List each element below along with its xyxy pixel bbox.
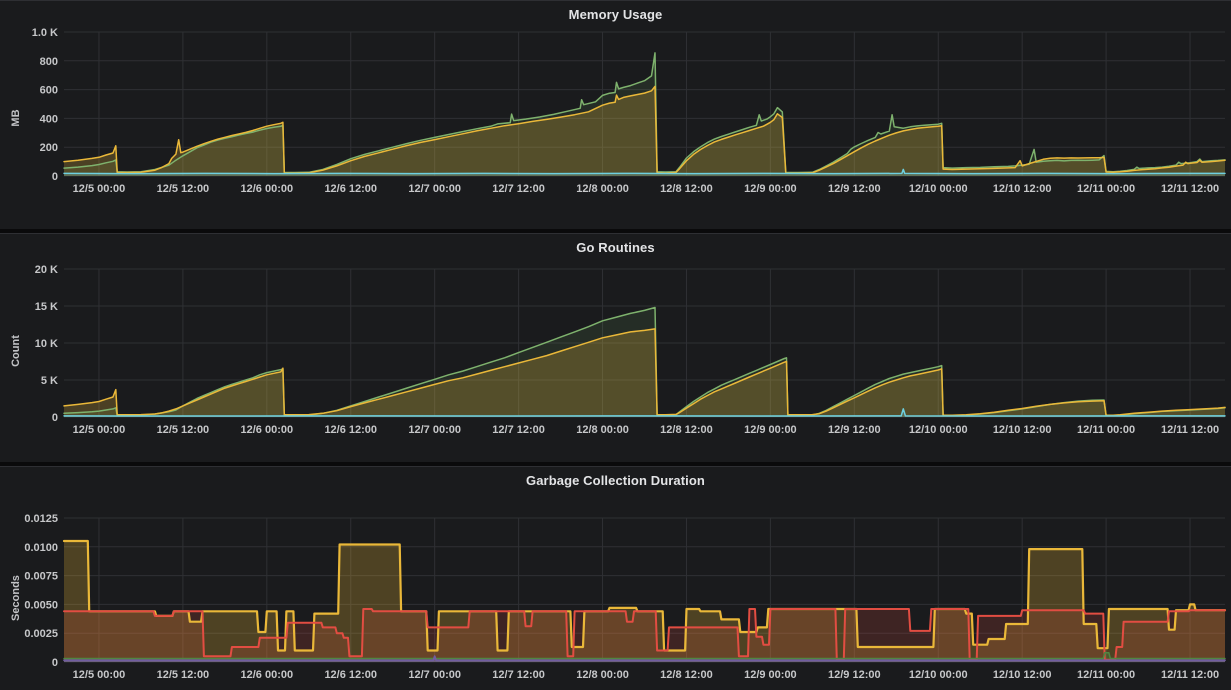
panel-header-go-routines: Go Routines: [0, 234, 1231, 260]
x-tick-label: 12/9 00:00: [744, 183, 797, 195]
y-tick-label: 0: [52, 657, 58, 669]
x-tick-label: 12/8 12:00: [660, 424, 713, 436]
x-tick-label: 12/6 12:00: [324, 424, 377, 436]
x-tick-label: 12/5 12:00: [157, 424, 210, 436]
y-tick-label: 20 K: [35, 264, 58, 276]
y-tick-label: 1.0 K: [32, 27, 58, 39]
panel-header-gc-duration: Garbage Collection Duration: [0, 467, 1231, 493]
go-routines-chart: 0 5 K 10 K 15 K 20 K 12/5 00:00 12/5 12:00 12/6…: [35, 264, 1226, 436]
x-tick-label: 12/9 12:00: [828, 669, 881, 681]
x-tick-label: 12/5 00:00: [73, 183, 126, 195]
x-tick-label: 12/11 12:00: [1161, 669, 1219, 681]
x-tick-label: 12/9 00:00: [744, 669, 797, 681]
gc-duration-chart: 0 0.0025 0.0050 0.0075 0.0100 0.0125 12/5 00:0…: [24, 513, 1227, 681]
x-tick-label: 12/6 00:00: [241, 669, 294, 681]
x-tick-label: 12/5 00:00: [73, 669, 126, 681]
y-tick-label: 0.0050: [24, 599, 58, 611]
memory-usage-plot-area: MB 0 200 400 600 800 1.0 K 12/5 00:00 12/5 12:0…: [0, 27, 1231, 229]
y-tick-label: 5 K: [41, 375, 58, 387]
goroutines-yellow-line: [63, 328, 1226, 416]
y-tick-label: 0.0125: [24, 513, 58, 525]
gc-green-line: [63, 652, 1226, 660]
x-tick-label: 12/10 12:00: [993, 183, 1052, 195]
panel-title-memory-usage[interactable]: Memory Usage: [568, 6, 663, 22]
x-tick-label: 12/8 12:00: [660, 183, 713, 195]
y-tick-label: 0.0025: [24, 628, 58, 640]
x-tick-label: 12/10 00:00: [909, 424, 968, 436]
panel-title-gc-duration[interactable]: Garbage Collection Duration: [526, 472, 705, 488]
x-tick-label: 12/11 12:00: [1161, 424, 1219, 436]
x-tick-label: 12/7 00:00: [408, 183, 461, 195]
panel-title-go-routines[interactable]: Go Routines: [576, 239, 655, 255]
x-tick-label: 12/11 12:00: [1161, 183, 1219, 195]
x-tick-label: 12/5 12:00: [157, 669, 210, 681]
y-tick-label: 800: [40, 56, 58, 68]
x-tick-label: 12/6 00:00: [241, 183, 294, 195]
memory-green-fill: [64, 52, 1225, 176]
x-tick-label: 12/11 00:00: [1077, 669, 1135, 681]
y-tick-label: 600: [40, 85, 58, 97]
x-tick-label: 12/7 00:00: [408, 424, 461, 436]
x-tick-label: 12/9 12:00: [828, 424, 881, 436]
gc-violet-line: [63, 655, 1226, 662]
y-tick-label: 200: [40, 142, 58, 154]
y-tick-label: 10 K: [35, 338, 58, 350]
memory-usage-chart: 0 200 400 600 800 1.0 K 12/5 00:00 12/5 12:00 12…: [32, 27, 1226, 195]
x-tick-label: 12/8 00:00: [576, 669, 629, 681]
panel-garbage-collection-duration: Garbage Collection Duration Seconds 0 0.0…: [0, 466, 1231, 690]
x-tick-label: 12/11 00:00: [1077, 183, 1135, 195]
x-tick-label: 12/10 12:00: [993, 424, 1052, 436]
x-tick-label: 12/9 00:00: [744, 424, 797, 436]
x-tick-label: 12/11 00:00: [1077, 424, 1135, 436]
x-tick-label: 12/8 00:00: [576, 424, 629, 436]
memory-cyan-fill: [64, 169, 1225, 176]
x-tick-label: 12/7 00:00: [408, 669, 461, 681]
x-tick-label: 12/6 00:00: [241, 424, 294, 436]
y-tick-label: 400: [40, 113, 58, 125]
memory-cyan-line: [63, 168, 1226, 175]
gc-duration-plot-area: Seconds 0 0.0025 0.0050 0.0075 0.0100 0.0125 1…: [0, 493, 1231, 690]
y-tick-label: 0.0100: [24, 542, 58, 554]
x-tick-label: 12/9 12:00: [828, 183, 881, 195]
y-tick-label: 0: [52, 171, 58, 183]
gc-red-line: [63, 608, 1226, 661]
x-tick-label: 12/6 12:00: [324, 183, 377, 195]
y-tick-label: 15 K: [35, 301, 58, 313]
memory-green-line: [63, 52, 1226, 174]
panel-header-memory-usage: Memory Usage: [0, 1, 1231, 27]
x-tick-label: 12/8 12:00: [660, 669, 713, 681]
x-tick-label: 12/5 12:00: [157, 183, 210, 195]
x-tick-label: 12/7 12:00: [492, 183, 545, 195]
goroutines-cyan-line: [63, 408, 1226, 417]
panel-memory-usage: Memory Usage MB 0 200 400 600 800 1.0 K 12/5 0…: [0, 0, 1231, 229]
goroutines-yellow-fill: [64, 328, 1225, 417]
x-tick-label: 12/5 00:00: [73, 424, 126, 436]
x-tick-label: 12/10 00:00: [909, 183, 968, 195]
memory-yellow-line: [63, 85, 1226, 174]
x-tick-label: 12/6 12:00: [324, 669, 377, 681]
y-tick-label: 0.0075: [24, 571, 58, 583]
x-tick-label: 12/7 12:00: [492, 669, 545, 681]
goroutines-green-fill: [64, 307, 1225, 417]
x-tick-label: 12/8 00:00: [576, 183, 629, 195]
y-tick-label: 0: [52, 412, 58, 424]
memory-yellow-fill: [64, 86, 1225, 176]
x-tick-label: 12/10 00:00: [909, 669, 968, 681]
x-tick-label: 12/10 12:00: [993, 669, 1052, 681]
x-tick-label: 12/7 12:00: [492, 424, 545, 436]
